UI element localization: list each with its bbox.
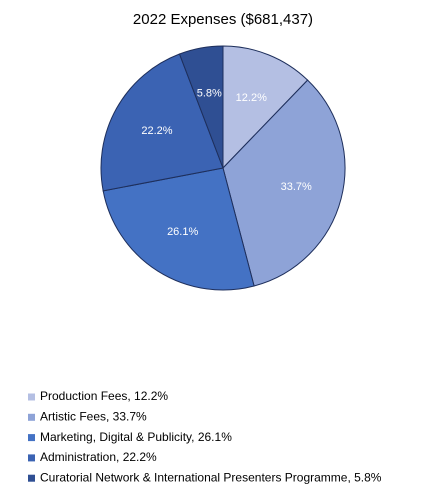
chart-title: 2022 Expenses ($681,437) <box>133 11 313 28</box>
pie-slice <box>102 167 255 291</box>
data-label: 5.8% <box>197 88 222 100</box>
legend-label: Administration, 22.2% <box>40 450 157 464</box>
legend-label: Production Fees, 12.2% <box>40 389 168 403</box>
pie-slice <box>178 45 224 169</box>
legend-swatch <box>28 434 35 442</box>
data-label: 33.7% <box>281 181 312 193</box>
pie-slice <box>222 45 309 170</box>
legend-swatch <box>28 413 35 421</box>
data-label: 22.2% <box>141 125 172 137</box>
pie-slice <box>222 79 346 287</box>
legend-label: Artistic Fees, 33.7% <box>40 409 147 423</box>
legend-swatch <box>28 474 35 482</box>
legend-swatch <box>28 393 35 401</box>
legend-label: Curatorial Network & International Prese… <box>40 470 382 484</box>
legend-label: Marketing, Digital & Publicity, 26.1% <box>40 430 232 444</box>
legend-swatch <box>28 454 35 462</box>
data-label: 26.1% <box>167 226 198 238</box>
data-label: 12.2% <box>236 92 267 104</box>
